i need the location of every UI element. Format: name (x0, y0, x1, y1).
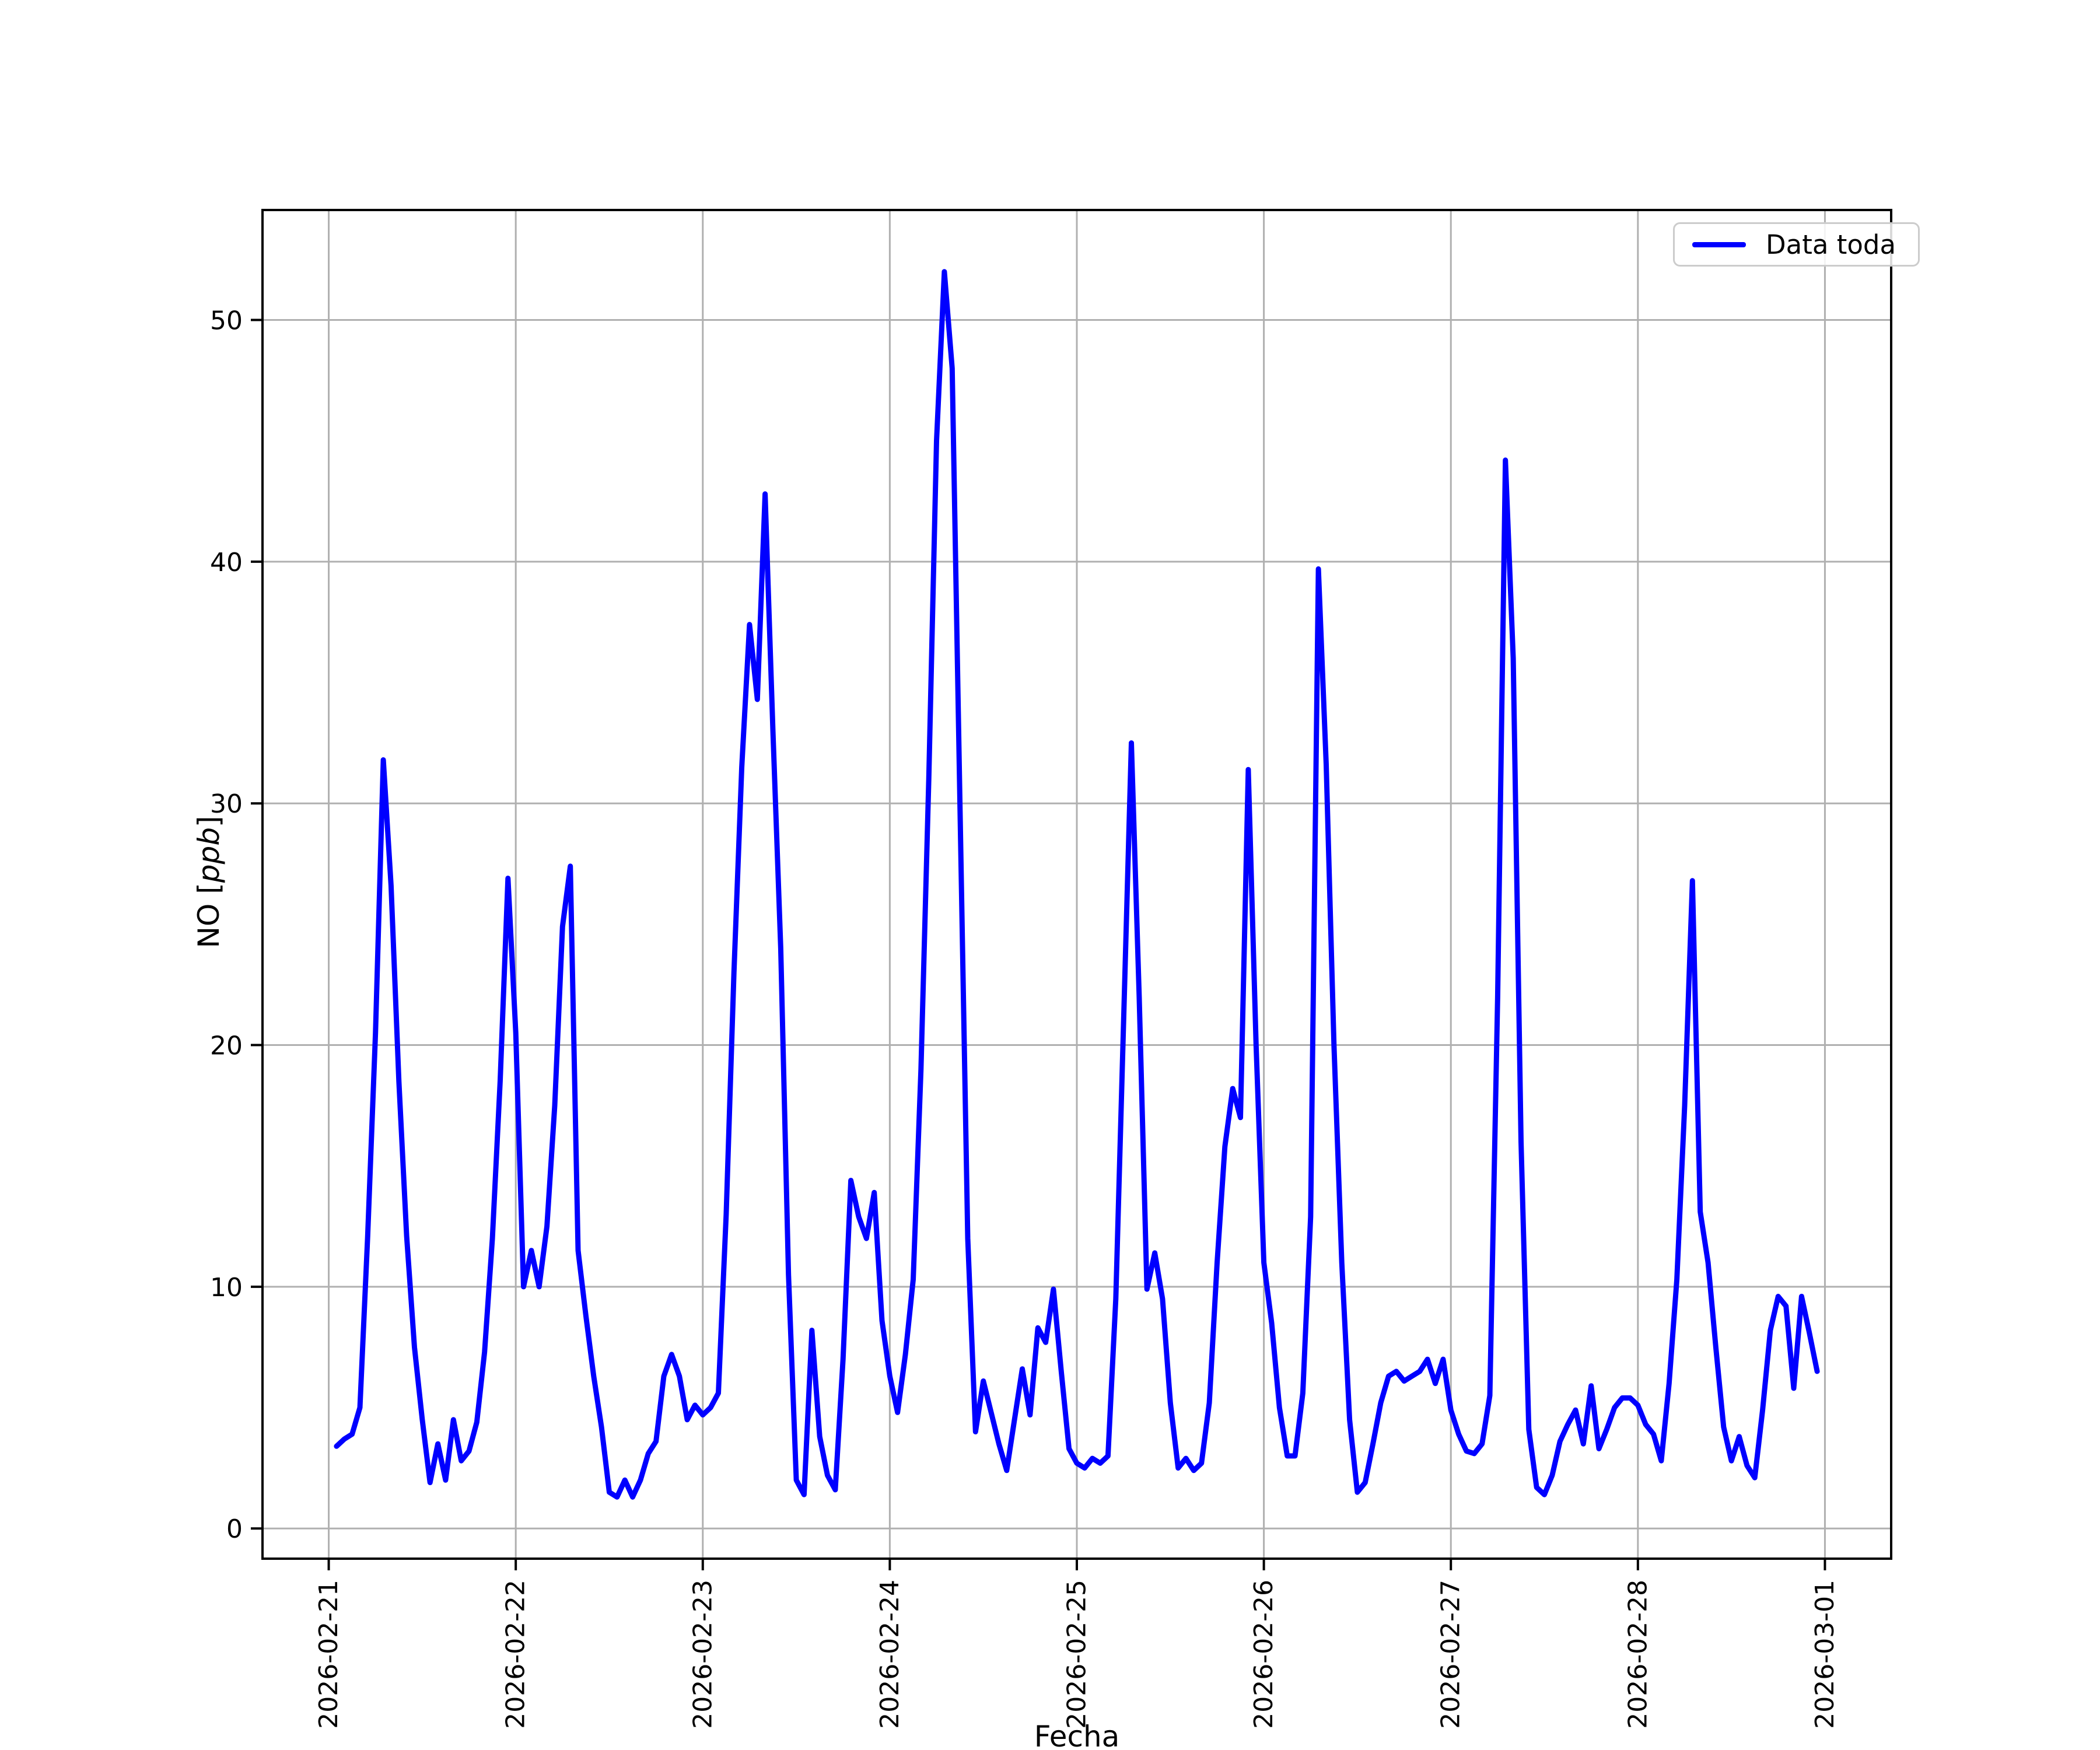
axis-tick-labels: 0 10 20 30 40 50 2026-02-21 2026-02-22 2026-02-2… (210, 306, 1840, 1729)
x-tick-label: 2026-02-21 (314, 1580, 344, 1729)
legend-line-sample (1692, 242, 1746, 247)
data-series (334, 269, 1820, 1500)
x-tick-label: 2026-03-01 (1810, 1580, 1840, 1729)
series-line (334, 269, 1820, 1500)
y-tick-label: 30 (210, 789, 243, 819)
y-tick-label: 50 (210, 306, 243, 336)
y-tick-label: 40 (210, 548, 243, 578)
axis-ticks (251, 318, 1826, 1570)
x-tick-label: 2026-02-26 (1249, 1580, 1279, 1729)
y-tick-label: 10 (210, 1273, 243, 1303)
legend-label: Data toda (1766, 229, 1896, 260)
x-tick-label: 2026-02-27 (1436, 1580, 1466, 1729)
x-axis-label: Fecha (1034, 1720, 1120, 1750)
y-tick-label: 20 (210, 1031, 243, 1061)
x-tick-label: 2026-02-23 (688, 1580, 718, 1729)
x-tick-label: 2026-02-22 (501, 1580, 531, 1729)
x-tick-label: 2026-02-28 (1623, 1580, 1653, 1729)
y-axis-label-unit: ppb (192, 827, 226, 883)
x-tick-label: 2026-02-24 (875, 1580, 905, 1729)
y-axis-label: NO [ppb] (192, 816, 226, 949)
y-axis-label-prefix: NO [ (192, 883, 226, 949)
legend-box: Data toda (1673, 222, 1920, 267)
gridlines (262, 210, 1891, 1559)
y-axis-label-suffix: ] (192, 816, 226, 828)
x-tick-label: 2026-02-25 (1062, 1580, 1092, 1729)
y-tick-label: 0 (226, 1514, 243, 1544)
